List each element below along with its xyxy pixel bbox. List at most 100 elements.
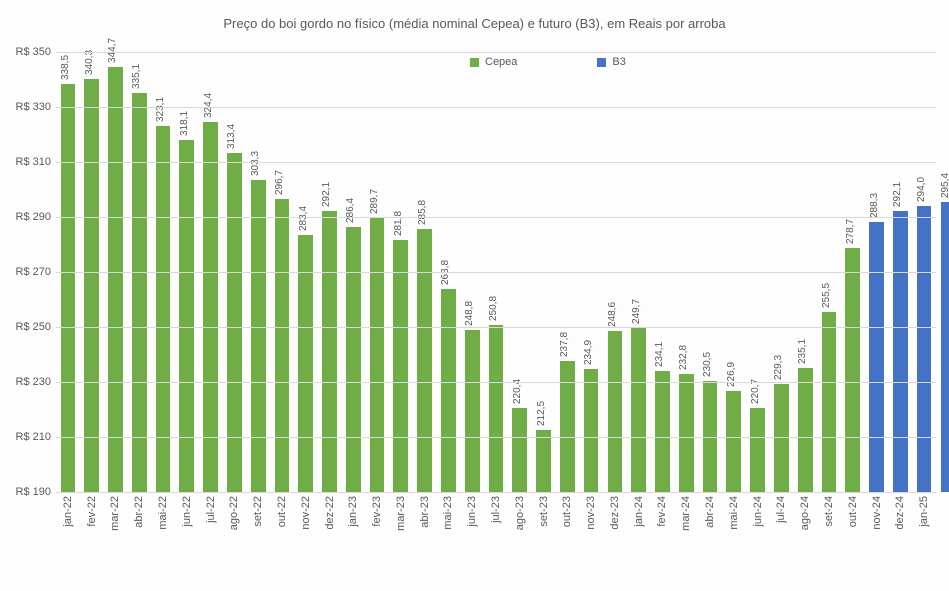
bar-value-label: 281,8 xyxy=(393,211,404,236)
x-tick-label: ago-23 xyxy=(514,496,526,530)
x-tick-label: abr-23 xyxy=(419,496,431,528)
bar: 283,4 xyxy=(298,235,313,492)
bar: 303,3 xyxy=(251,180,266,492)
gridline xyxy=(56,107,936,108)
x-tick-label: out-24 xyxy=(847,496,859,527)
x-tick-label: mar-24 xyxy=(680,496,692,531)
x-tick-label: ago-24 xyxy=(799,496,811,530)
bar-value-label: 296,7 xyxy=(274,170,285,195)
bar-value-label: 255,5 xyxy=(821,283,832,308)
x-tick-label: abr-22 xyxy=(133,496,145,528)
x-tick-label: mai-22 xyxy=(157,496,169,530)
bar: 212,5 xyxy=(536,430,551,492)
chart-container: Preço do boi gordo no físico (média nomi… xyxy=(0,0,949,591)
bar-value-label: 295,4 xyxy=(940,173,949,198)
bar-value-label: 313,4 xyxy=(226,124,237,149)
bar-value-label: 234,9 xyxy=(583,340,594,365)
gridline xyxy=(56,217,936,218)
bar: 234,9 xyxy=(584,369,599,492)
x-tick-label: jan-25 xyxy=(918,496,930,527)
chart-title: Preço do boi gordo no físico (média nomi… xyxy=(0,16,949,31)
x-tick-label: dez-23 xyxy=(609,496,621,530)
x-tick-label: jun-23 xyxy=(466,496,478,527)
plot-area: 338,5340,3344,7335,1323,1318,1324,4313,4… xyxy=(56,52,936,492)
bar: 292,1 xyxy=(893,211,908,492)
bar-value-label: 248,6 xyxy=(607,302,618,327)
bar: 263,8 xyxy=(441,289,456,492)
bar: 232,8 xyxy=(679,374,694,492)
bar-value-label: 335,1 xyxy=(131,64,142,89)
bar: 292,1 xyxy=(322,211,337,492)
bar-value-label: 278,7 xyxy=(845,219,856,244)
bar: 249,7 xyxy=(631,328,646,492)
x-tick-label: mai-24 xyxy=(728,496,740,530)
x-tick-label: mai-23 xyxy=(442,496,454,530)
bar-value-label: 285,8 xyxy=(417,200,428,225)
bar-value-label: 232,8 xyxy=(678,345,689,370)
bar-value-label: 303,3 xyxy=(250,151,261,176)
y-tick-label: R$ 330 xyxy=(5,101,51,113)
x-tick-label: mar-23 xyxy=(395,496,407,531)
bar: 226,9 xyxy=(726,391,741,492)
bar-value-label: 249,7 xyxy=(631,299,642,324)
y-tick-label: R$ 290 xyxy=(5,211,51,223)
y-tick-label: R$ 250 xyxy=(5,321,51,333)
gridline xyxy=(56,382,936,383)
x-tick-label: jan-23 xyxy=(347,496,359,527)
bar-value-label: 289,7 xyxy=(369,189,380,214)
x-tick-label: dez-22 xyxy=(324,496,336,530)
bar: 286,4 xyxy=(346,227,361,492)
bar-value-label: 324,4 xyxy=(203,93,214,118)
y-tick-label: R$ 190 xyxy=(5,486,51,498)
bar: 235,1 xyxy=(798,368,813,492)
bar-value-label: 318,1 xyxy=(179,111,190,136)
bar: 338,5 xyxy=(61,84,76,492)
bar: 335,1 xyxy=(132,93,147,492)
x-tick-label: mar-22 xyxy=(109,496,121,531)
x-tick-label: nov-24 xyxy=(871,496,883,530)
bar: 278,7 xyxy=(845,248,860,492)
bar-value-label: 288,3 xyxy=(869,193,880,218)
bar-value-label: 250,8 xyxy=(488,296,499,321)
y-tick-label: R$ 230 xyxy=(5,376,51,388)
bar-value-label: 230,5 xyxy=(702,352,713,377)
bar: 248,6 xyxy=(608,331,623,492)
gridline xyxy=(56,162,936,163)
gridline xyxy=(56,437,936,438)
bar: 220,7 xyxy=(750,408,765,492)
bar: 250,8 xyxy=(489,325,504,492)
x-tick-label: jul-24 xyxy=(775,496,787,523)
x-tick-label: jul-22 xyxy=(205,496,217,523)
x-tick-label: out-22 xyxy=(276,496,288,527)
gridline xyxy=(56,492,936,493)
bar: 344,7 xyxy=(108,67,123,492)
bar: 281,8 xyxy=(393,240,408,492)
x-tick-label: ago-22 xyxy=(228,496,240,530)
bar-value-label: 237,8 xyxy=(559,332,570,357)
bar-value-label: 294,0 xyxy=(916,177,927,202)
bar-value-label: 248,8 xyxy=(464,301,475,326)
x-tick-label: abr-24 xyxy=(704,496,716,528)
gridline xyxy=(56,327,936,328)
y-tick-label: R$ 310 xyxy=(5,156,51,168)
x-tick-label: jul-23 xyxy=(490,496,502,523)
bar-value-label: 235,1 xyxy=(797,339,808,364)
x-tick-label: set-22 xyxy=(252,496,264,527)
x-tick-label: fev-23 xyxy=(371,496,383,527)
x-tick-label: fev-24 xyxy=(656,496,668,527)
x-tick-label: fev-22 xyxy=(86,496,98,527)
x-axis-labels: jan-22fev-22mar-22abr-22mai-22jun-22jul-… xyxy=(56,494,936,584)
x-tick-label: nov-22 xyxy=(300,496,312,530)
bar: 237,8 xyxy=(560,361,575,492)
x-tick-label: jun-22 xyxy=(181,496,193,527)
bar-value-label: 234,1 xyxy=(654,342,665,367)
bar: 234,1 xyxy=(655,371,670,492)
y-tick-label: R$ 350 xyxy=(5,46,51,58)
x-tick-label: set-23 xyxy=(538,496,550,527)
bar-value-label: 286,4 xyxy=(345,198,356,223)
y-tick-label: R$ 270 xyxy=(5,266,51,278)
gridline xyxy=(56,272,936,273)
bar: 220,4 xyxy=(512,408,527,492)
bar: 285,8 xyxy=(417,229,432,492)
bar-value-label: 292,1 xyxy=(892,182,903,207)
